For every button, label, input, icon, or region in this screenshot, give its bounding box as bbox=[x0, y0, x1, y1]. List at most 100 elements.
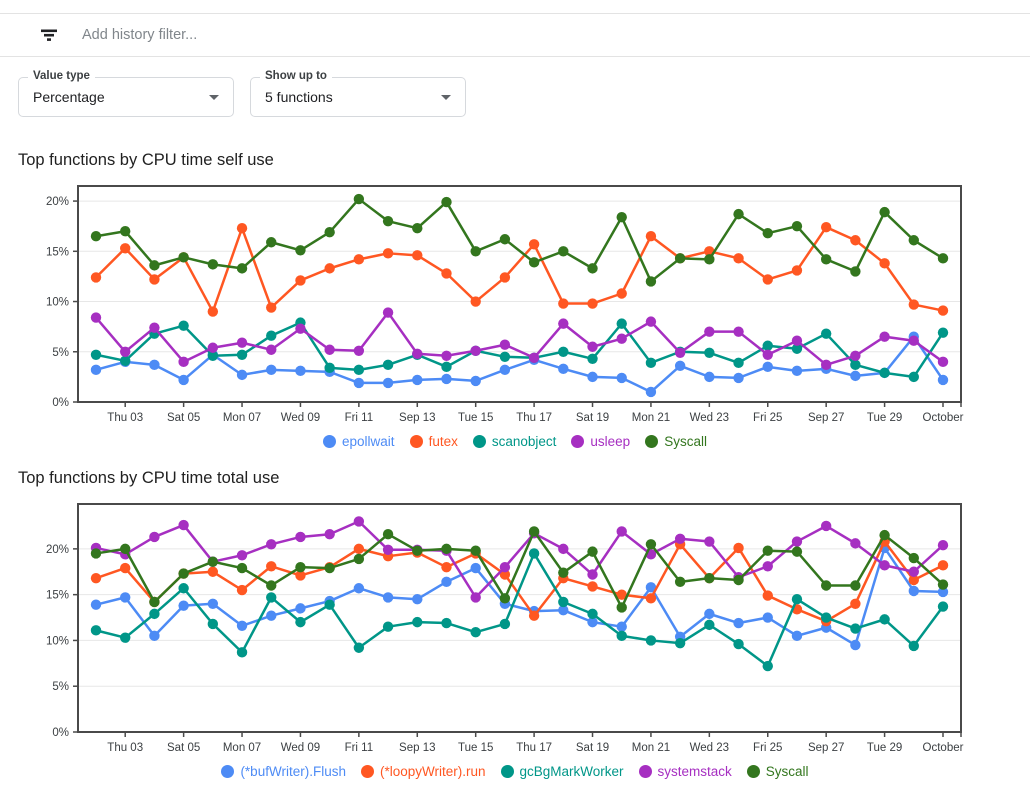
point-syscall-28[interactable] bbox=[908, 235, 919, 246]
point-gcbgmarkworker-22[interactable] bbox=[733, 638, 744, 650]
point-usleep-19[interactable] bbox=[645, 316, 657, 327]
point-syscall-16[interactable] bbox=[558, 567, 569, 578]
point-loopywriter-run-14[interactable] bbox=[499, 569, 511, 580]
point-syscall-23[interactable] bbox=[762, 228, 773, 239]
point-bufwriter-flush-0[interactable] bbox=[90, 599, 102, 610]
point-gcbgmarkworker-26[interactable] bbox=[850, 623, 861, 634]
point-loopywriter-run-1[interactable] bbox=[120, 562, 131, 574]
point-scanobject-8[interactable] bbox=[324, 362, 335, 374]
point-usleep-23[interactable] bbox=[762, 349, 773, 360]
point-futex-16[interactable] bbox=[558, 298, 569, 309]
point-futex-17[interactable] bbox=[587, 298, 598, 309]
point-futex-29[interactable] bbox=[937, 305, 949, 316]
point-syscall-1[interactable] bbox=[120, 226, 131, 237]
point-bufwriter-flush-11[interactable] bbox=[412, 594, 423, 605]
point-gcbgmarkworker-16[interactable] bbox=[558, 596, 569, 608]
point-systemstack-3[interactable] bbox=[178, 519, 189, 531]
point-gcbgmarkworker-23[interactable] bbox=[762, 660, 773, 672]
point-systemstack-21[interactable] bbox=[704, 536, 715, 547]
point-usleep-26[interactable] bbox=[850, 350, 861, 361]
point-futex-0[interactable] bbox=[90, 272, 102, 283]
point-usleep-15[interactable] bbox=[528, 352, 540, 363]
point-scanobject-6[interactable] bbox=[266, 330, 277, 341]
point-systemstack-10[interactable] bbox=[382, 544, 394, 555]
point-epollwait-22[interactable] bbox=[733, 372, 744, 384]
point-scanobject-0[interactable] bbox=[90, 349, 102, 360]
point-syscall-9[interactable] bbox=[353, 193, 365, 205]
point-usleep-28[interactable] bbox=[908, 335, 919, 346]
point-syscall-8[interactable] bbox=[324, 562, 335, 574]
point-usleep-17[interactable] bbox=[587, 341, 598, 352]
point-futex-14[interactable] bbox=[499, 272, 511, 283]
point-loopywriter-run-23[interactable] bbox=[762, 590, 773, 601]
point-systemstack-13[interactable] bbox=[470, 592, 481, 603]
point-usleep-21[interactable] bbox=[704, 326, 715, 337]
point-gcbgmarkworker-3[interactable] bbox=[178, 583, 189, 594]
point-loopywriter-run-12[interactable] bbox=[441, 561, 452, 573]
point-epollwait-18[interactable] bbox=[616, 372, 627, 384]
point-loopywriter-run-6[interactable] bbox=[266, 561, 277, 572]
point-epollwait-6[interactable] bbox=[266, 364, 277, 376]
point-syscall-1[interactable] bbox=[120, 543, 131, 555]
point-usleep-9[interactable] bbox=[353, 345, 365, 356]
point-futex-10[interactable] bbox=[382, 248, 394, 259]
point-epollwait-23[interactable] bbox=[762, 361, 773, 373]
point-gcbgmarkworker-8[interactable] bbox=[324, 599, 335, 610]
point-epollwait-10[interactable] bbox=[382, 377, 394, 389]
point-usleep-25[interactable] bbox=[820, 359, 832, 371]
point-loopywriter-run-5[interactable] bbox=[236, 584, 248, 596]
point-gcbgmarkworker-1[interactable] bbox=[120, 632, 131, 643]
point-scanobject-10[interactable] bbox=[382, 359, 394, 371]
point-scanobject-16[interactable] bbox=[558, 346, 569, 357]
point-gcbgmarkworker-7[interactable] bbox=[295, 616, 306, 628]
point-usleep-7[interactable] bbox=[295, 323, 306, 334]
point-syscall-14[interactable] bbox=[499, 234, 511, 245]
point-syscall-28[interactable] bbox=[908, 552, 919, 564]
point-syscall-24[interactable] bbox=[791, 546, 803, 557]
point-usleep-1[interactable] bbox=[120, 346, 131, 357]
point-gcbgmarkworker-11[interactable] bbox=[412, 616, 423, 628]
point-syscall-10[interactable] bbox=[382, 529, 394, 540]
point-syscall-17[interactable] bbox=[587, 546, 598, 557]
point-usleep-0[interactable] bbox=[90, 312, 102, 323]
point-syscall-29[interactable] bbox=[937, 253, 949, 264]
point-systemstack-9[interactable] bbox=[353, 516, 365, 527]
point-scanobject-23[interactable] bbox=[762, 340, 773, 351]
point-syscall-0[interactable] bbox=[90, 548, 102, 559]
point-syscall-15[interactable] bbox=[528, 257, 540, 268]
point-gcbgmarkworker-29[interactable] bbox=[937, 601, 949, 612]
point-epollwait-29[interactable] bbox=[937, 374, 949, 386]
point-futex-4[interactable] bbox=[207, 306, 219, 317]
point-loopywriter-run-7[interactable] bbox=[295, 570, 306, 581]
point-usleep-13[interactable] bbox=[470, 345, 481, 356]
point-syscall-15[interactable] bbox=[528, 526, 540, 537]
point-futex-12[interactable] bbox=[441, 268, 452, 279]
point-bufwriter-flush-7[interactable] bbox=[295, 603, 306, 614]
point-bufwriter-flush-13[interactable] bbox=[470, 562, 481, 574]
point-scanobject-24[interactable] bbox=[791, 343, 803, 354]
point-loopywriter-run-18[interactable] bbox=[616, 589, 627, 600]
point-scanobject-1[interactable] bbox=[120, 355, 131, 367]
point-syscall-26[interactable] bbox=[850, 266, 861, 277]
point-syscall-19[interactable] bbox=[645, 539, 657, 550]
point-futex-8[interactable] bbox=[324, 263, 335, 274]
point-syscall-20[interactable] bbox=[674, 576, 686, 588]
point-syscall-17[interactable] bbox=[587, 263, 598, 274]
point-bufwriter-flush-2[interactable] bbox=[149, 630, 160, 642]
point-syscall-25[interactable] bbox=[820, 254, 832, 265]
point-usleep-12[interactable] bbox=[441, 350, 452, 361]
point-systemstack-24[interactable] bbox=[791, 536, 803, 547]
point-gcbgmarkworker-9[interactable] bbox=[353, 642, 365, 653]
point-futex-24[interactable] bbox=[791, 265, 803, 276]
point-gcbgmarkworker-12[interactable] bbox=[441, 617, 452, 629]
point-usleep-4[interactable] bbox=[207, 342, 219, 353]
point-usleep-29[interactable] bbox=[937, 356, 949, 368]
point-systemstack-6[interactable] bbox=[266, 539, 277, 550]
point-bufwriter-flush-12[interactable] bbox=[441, 576, 452, 588]
point-futex-9[interactable] bbox=[353, 254, 365, 265]
point-gcbgmarkworker-21[interactable] bbox=[704, 619, 715, 631]
point-scanobject-17[interactable] bbox=[587, 353, 598, 364]
point-syscall-5[interactable] bbox=[236, 562, 248, 574]
point-syscall-27[interactable] bbox=[879, 529, 890, 541]
point-syscall-2[interactable] bbox=[149, 260, 160, 271]
